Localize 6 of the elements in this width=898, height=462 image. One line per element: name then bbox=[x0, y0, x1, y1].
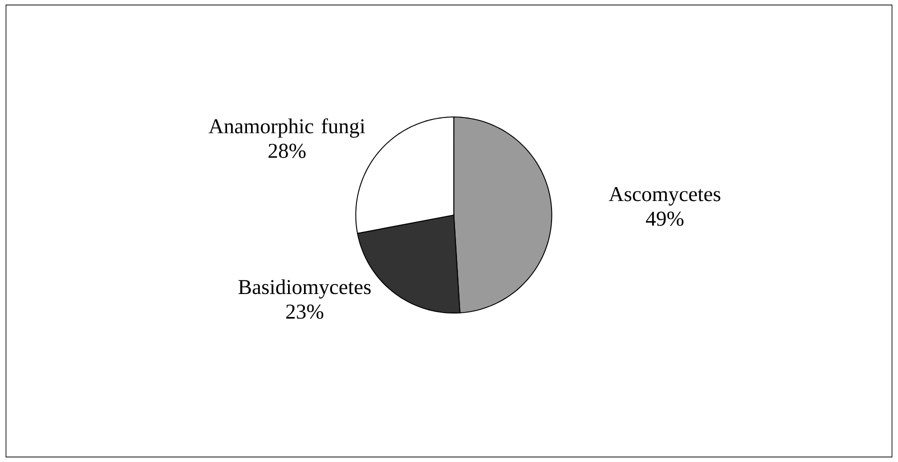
slice-label: Anamorphic fungi bbox=[208, 118, 366, 138]
slice-label: Ascomycetes bbox=[608, 187, 720, 206]
data-label: 49% bbox=[646, 212, 684, 226]
slice-label: Basidiomycetes bbox=[238, 279, 371, 299]
data-label: 23% bbox=[286, 304, 324, 319]
data-label: 28% bbox=[268, 144, 306, 158]
